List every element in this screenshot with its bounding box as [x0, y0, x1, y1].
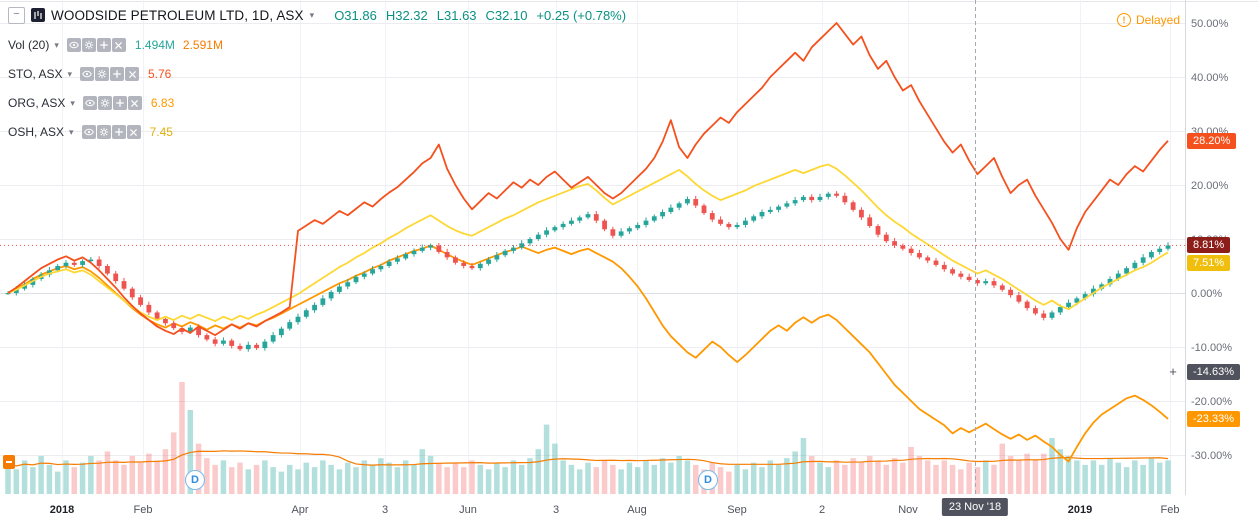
wpl-candles	[5, 191, 1171, 352]
time-axis-label: Nov	[898, 504, 918, 516]
price-axis-tick: -20.00%	[1191, 396, 1232, 408]
price-label-badge: -14.63%	[1187, 364, 1240, 380]
osh-value: 7.45	[149, 125, 173, 139]
price-axis-tick: -10.00%	[1191, 342, 1232, 354]
ohlc-values: O31.86 H32.32 L31.63 C32.10 +0.25 (+0.78…	[334, 8, 626, 23]
time-axis-label: Aug	[627, 504, 647, 516]
indicator-buttons	[80, 67, 139, 81]
visibility-icon[interactable]	[80, 67, 94, 81]
indicator-row-volume: Vol (20) ▾ 1.494M 2.591M	[8, 37, 626, 53]
chevron-down-icon[interactable]: ▾	[70, 97, 75, 108]
price-axis-tick: 40.00%	[1191, 72, 1229, 84]
time-axis-label: Feb	[1160, 504, 1180, 516]
indicator-values: 5.76	[148, 67, 171, 81]
indicator-row-org: ORG, ASX ▾ 6.83	[8, 95, 626, 111]
dividend-marker[interactable]: D	[185, 470, 205, 490]
settings-icon[interactable]	[96, 125, 111, 139]
price-axis-tick: 0.00%	[1191, 288, 1222, 300]
settings-icon[interactable]	[81, 38, 96, 52]
settings-icon[interactable]	[97, 96, 112, 110]
horizontal-gridlines	[0, 23, 1185, 456]
add-icon[interactable]	[110, 67, 124, 81]
crosshair-time-badge: 23 Nov '18	[941, 498, 1009, 516]
time-axis-label: Sep	[727, 504, 747, 516]
price-label-badge: 8.81%	[1187, 237, 1231, 254]
time-axis-label: 3	[552, 504, 560, 516]
instrument-logo-icon	[31, 8, 45, 22]
indicator-label[interactable]: OSH, ASX	[8, 125, 65, 139]
delayed-icon: !	[1116, 13, 1131, 27]
delayed-label: Delayed	[1135, 13, 1180, 27]
close-value: C32.10	[485, 7, 528, 23]
visibility-icon[interactable]	[66, 38, 81, 52]
add-icon[interactable]	[112, 96, 127, 110]
volume-bars	[5, 382, 1171, 494]
org-value: 6.83	[150, 96, 175, 110]
volume-ma-line	[7, 450, 1169, 467]
price-label-badge: 28.20%	[1187, 132, 1237, 149]
visibility-icon[interactable]	[81, 125, 96, 139]
indicator-row-sto: STO, ASX ▾ 5.76	[8, 66, 626, 82]
low-value: L31.63	[436, 7, 477, 23]
time-axis[interactable]: 23 Nov '18 2018 Feb Apr 3 Jun 3 Aug Sep 2 Nov 2019…	[0, 495, 1258, 531]
price-axis[interactable]: 28.20% 8.81% 7.51% -14.63% -23.33%	[1185, 0, 1258, 495]
volume-value: 1.494M	[134, 38, 175, 52]
volume-ma-value: 2.591M	[182, 38, 223, 52]
visibility-icon[interactable]	[82, 96, 97, 110]
chevron-down-icon[interactable]: ▾	[69, 126, 74, 137]
indicator-buttons	[82, 96, 142, 110]
indicator-buttons	[66, 38, 126, 52]
sto-value: 5.76	[148, 67, 172, 81]
org-line	[7, 244, 1169, 463]
open-value: O31.86	[334, 7, 377, 23]
legend: − WOODSIDE PETROLEUM LTD, 1D, ASX ▾ O31.…	[8, 6, 626, 140]
price-axis-tick: -30.00%	[1191, 450, 1232, 462]
chevron-down-icon[interactable]: ▾	[309, 9, 315, 20]
time-axis-label: 2018	[49, 504, 75, 516]
add-icon[interactable]	[111, 125, 126, 139]
indicator-label[interactable]: Vol (20)	[8, 38, 50, 52]
time-axis-label: 3	[381, 504, 389, 516]
time-axis-label: Jun	[459, 504, 477, 516]
indicator-buttons	[81, 125, 141, 139]
chevron-down-icon[interactable]: ▾	[67, 68, 72, 79]
indicator-values: 7.45	[150, 125, 173, 139]
delayed-status: ! Delayed	[1116, 13, 1180, 27]
main-series-row: − WOODSIDE PETROLEUM LTD, 1D, ASX ▾ O31.…	[8, 6, 626, 24]
vertical-gridlines	[62, 0, 1171, 495]
dividend-marker[interactable]: D	[698, 470, 718, 490]
close-icon[interactable]	[126, 125, 141, 139]
high-value: H32.32	[385, 7, 428, 23]
time-axis-label: 2	[818, 504, 826, 516]
indicator-label[interactable]: STO, ASX	[8, 67, 63, 81]
legend-collapse-button[interactable]: −	[8, 6, 25, 24]
indicator-values: 1.494M 2.591M	[135, 38, 223, 52]
time-axis-label: Feb	[133, 504, 153, 516]
price-label-badge: 7.51%	[1187, 255, 1231, 272]
change-value: +0.25 (+0.78%)	[536, 7, 627, 23]
time-axis-label: Apr	[291, 504, 309, 516]
add-icon[interactable]	[96, 38, 111, 52]
indicator-row-osh: OSH, ASX ▾ 7.45	[8, 124, 626, 140]
indicator-values: 6.83	[151, 96, 174, 110]
close-icon[interactable]	[127, 96, 142, 110]
close-icon[interactable]	[125, 67, 139, 81]
symbol-title[interactable]: WOODSIDE PETROLEUM LTD, 1D, ASX	[51, 7, 304, 23]
crosshair-plus-icon: +	[1169, 364, 1177, 379]
price-label-badge: -23.33%	[1187, 410, 1240, 427]
time-axis-label: 2019	[1067, 504, 1093, 516]
price-axis-tick: 20.00%	[1191, 180, 1229, 192]
settings-icon[interactable]	[95, 67, 109, 81]
osh-line	[7, 163, 1169, 322]
price-axis-tick: 50.00%	[1191, 18, 1229, 30]
sto-line	[7, 22, 1169, 337]
close-icon[interactable]	[111, 38, 126, 52]
indicator-label[interactable]: ORG, ASX	[8, 96, 66, 110]
chevron-down-icon[interactable]: ▾	[54, 39, 59, 50]
